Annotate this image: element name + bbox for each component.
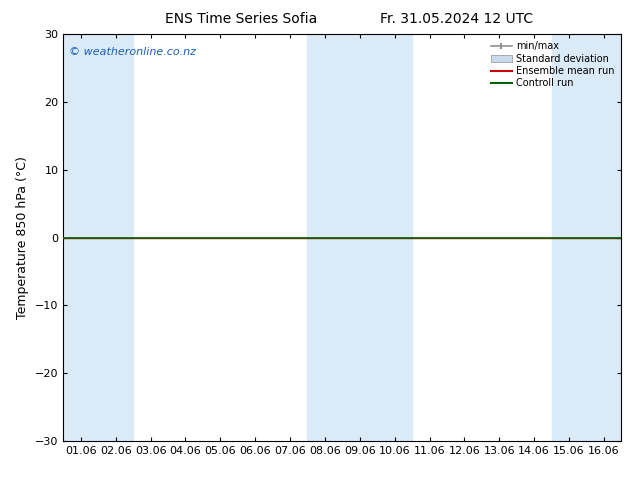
Text: © weatheronline.co.nz: © weatheronline.co.nz — [69, 47, 196, 56]
Bar — [307, 34, 412, 441]
Text: Fr. 31.05.2024 12 UTC: Fr. 31.05.2024 12 UTC — [380, 12, 533, 26]
Legend: min/max, Standard deviation, Ensemble mean run, Controll run: min/max, Standard deviation, Ensemble me… — [489, 39, 616, 90]
Text: ENS Time Series Sofia: ENS Time Series Sofia — [165, 12, 317, 26]
Y-axis label: Temperature 850 hPa (°C): Temperature 850 hPa (°C) — [16, 156, 30, 319]
Bar — [63, 34, 133, 441]
Bar — [552, 34, 621, 441]
